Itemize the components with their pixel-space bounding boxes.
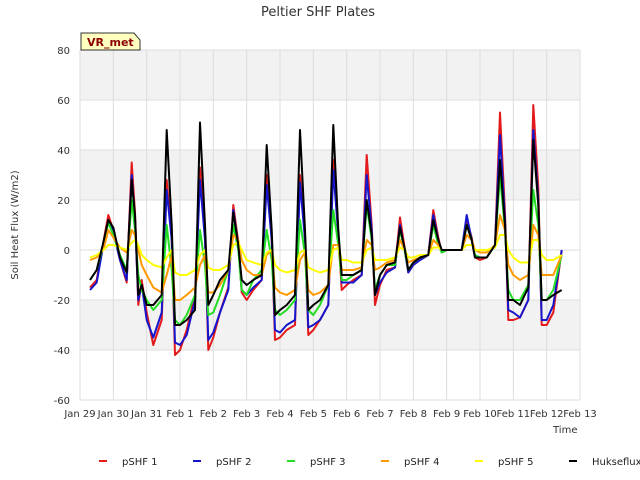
series-line-hukseflux (89, 121, 563, 326)
y-ticks: -60 -40 -20 0 20 40 60 80 (54, 46, 70, 407)
series-line-pshf-4 (89, 214, 563, 301)
x-tick-label: Jan 31 (130, 409, 162, 420)
y-tick-label: 80 (57, 46, 70, 57)
x-tick-label: Feb 8 (400, 409, 427, 420)
y-tick-label: 60 (57, 96, 70, 107)
series-lines (89, 104, 563, 356)
shaded-band-2 (80, 50, 580, 100)
x-tick-label: Feb 3 (233, 409, 260, 420)
y-tick-label: 0 (64, 246, 70, 257)
y-tick-label: -40 (54, 346, 70, 357)
x-ticks: Jan 29 Jan 30 Jan 31 Feb 1 Feb 2 Feb 3 Feb 4 Fe… (63, 409, 596, 420)
x-tick-label: Feb 10 (463, 409, 497, 420)
x-tick-label: Jan 29 (63, 409, 95, 420)
legend-label: pSHF 3 (310, 457, 346, 468)
x-tick-label: Feb 4 (266, 409, 293, 420)
badge: VR_met (80, 32, 141, 51)
legend-label: pSHF 4 (404, 457, 440, 468)
badge-box (80, 32, 141, 51)
y-tick-label: -20 (54, 296, 70, 307)
shaded-band-0 (80, 300, 580, 350)
x-tick-label: Feb 7 (366, 409, 393, 420)
chart-title: Peltier SHF Plates (261, 5, 375, 20)
x-tick-label: Feb 12 (530, 409, 564, 420)
y-tick-label: -60 (54, 396, 70, 407)
x-tick-label: Jan 30 (97, 409, 129, 420)
y-tick-label: 40 (57, 146, 70, 157)
series-line-pshf-5 (89, 234, 563, 276)
legend-label: pSHF 2 (216, 457, 252, 468)
legend-label: pSHF 5 (498, 457, 534, 468)
legend-label: Hukseflux (592, 457, 640, 468)
y-axis-label: Soil Heat Flux (W/m2) (10, 170, 21, 279)
legend: pSHF 1 pSHF 2 pSHF 3 pSHF 4 pSHF 5 Hukseflux (99, 457, 640, 468)
legend-label: pSHF 1 (122, 457, 158, 468)
x-axis-label: Time (552, 425, 577, 436)
grid (79, 49, 581, 401)
x-tick-label: Feb 1 (166, 409, 193, 420)
x-tick-label: Feb 9 (433, 409, 460, 420)
x-tick-label: Feb 2 (200, 409, 227, 420)
x-tick-label: Feb 5 (300, 409, 327, 420)
y-tick-label: 20 (57, 196, 70, 207)
x-tick-label: Feb 13 (563, 409, 597, 420)
badge-label: VR_met (87, 36, 134, 49)
x-tick-label: Feb 6 (333, 409, 360, 420)
x-tick-label: Feb 11 (497, 409, 531, 420)
